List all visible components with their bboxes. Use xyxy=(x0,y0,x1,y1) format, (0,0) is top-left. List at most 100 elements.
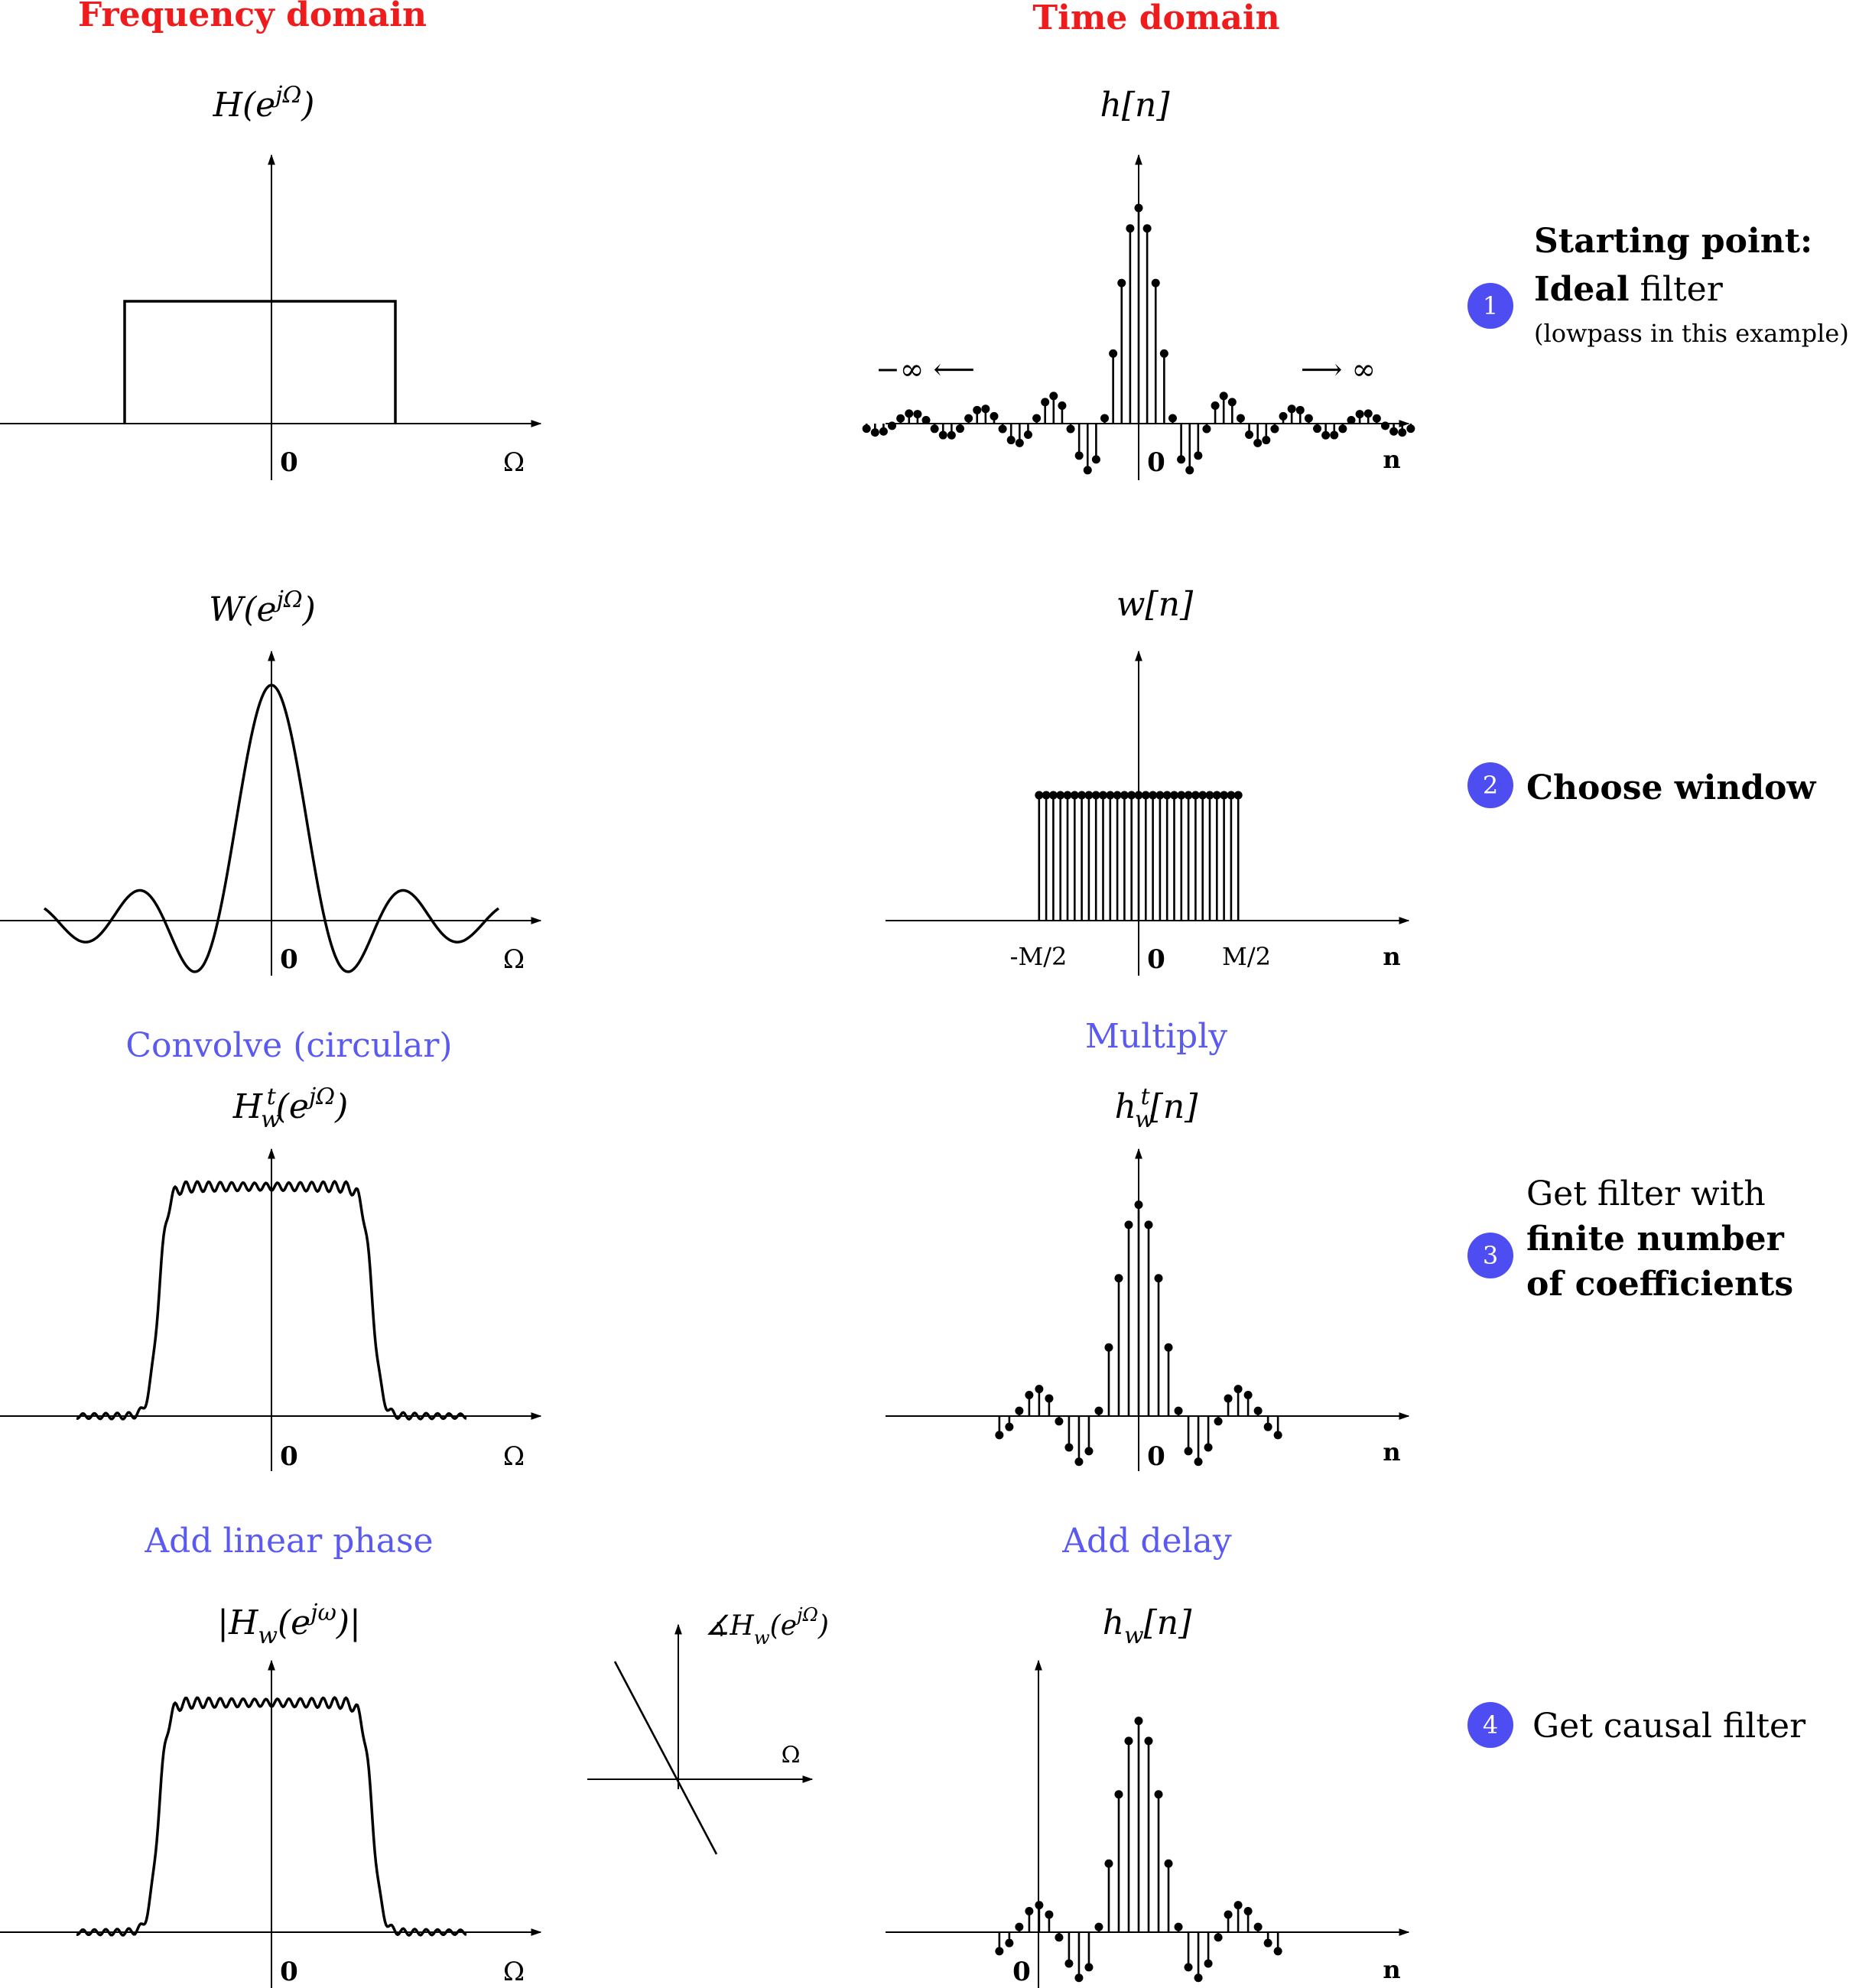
step-1: 1 Starting point: Ideal filter (lowpass in … xyxy=(1467,222,1849,348)
step-text: Choose window xyxy=(1526,768,1816,807)
step-3: 3 Get filter with finite number of coeffici… xyxy=(1467,1174,1793,1304)
step-badge xyxy=(1467,1233,1513,1278)
step-text: Starting point: xyxy=(1534,222,1812,261)
ideal-impulse-stem xyxy=(1091,424,1100,464)
ideal-impulse-stem xyxy=(1023,424,1032,439)
window-sample-stem xyxy=(1162,791,1172,921)
causal-impulse-stem xyxy=(1104,1859,1113,1932)
ideal-impulse-stem xyxy=(1185,424,1194,475)
ideal-impulse-stem xyxy=(1398,424,1407,437)
window-sample-stem xyxy=(1106,791,1115,921)
ideal-impulse-stem xyxy=(981,404,990,424)
truncated-impulse-stem xyxy=(1084,1416,1094,1456)
ideal-impulse-stem xyxy=(1041,398,1050,424)
step-badge xyxy=(1467,1702,1513,1748)
causal-impulse-stem xyxy=(1233,1901,1243,1932)
window-sample-stem xyxy=(1077,791,1087,921)
delay-label: Add delay xyxy=(1061,1522,1232,1561)
ideal-impulse-stem xyxy=(862,424,871,434)
truncated-impulse-stem xyxy=(1253,1406,1263,1416)
minus-half-M-label: -M/2 xyxy=(1010,942,1068,971)
H-title: H(ejΩ) xyxy=(213,82,315,125)
causal-impulse-stem xyxy=(1015,1922,1024,1932)
ideal-impulse-stem xyxy=(1006,424,1016,445)
truncated-impulse-stem xyxy=(1134,1200,1143,1416)
n-label: n xyxy=(1383,1955,1400,1984)
hw-title: hw[n] xyxy=(1103,1603,1192,1649)
Hwt-title: Hwt(ejΩ) xyxy=(232,1083,348,1133)
n-label: n xyxy=(1383,942,1400,971)
ideal-impulse-stem xyxy=(1126,224,1135,424)
truncated-impulse-stem xyxy=(1273,1416,1282,1440)
truncated-impulse-stem xyxy=(1174,1406,1183,1416)
ideal-impulse-stem xyxy=(1227,398,1237,424)
causal-impulse-stem xyxy=(1114,1790,1123,1932)
window-sample-stem xyxy=(1155,791,1165,921)
ideal-impulse-stem xyxy=(990,411,999,424)
ideal-impulse-stem xyxy=(938,424,947,440)
ideal-impulse-stem xyxy=(913,410,922,424)
zero-tick: 0 xyxy=(1147,944,1165,975)
ideal-impulse-stem xyxy=(973,405,982,424)
truncated-impulse-stem xyxy=(1263,1416,1272,1431)
ideal-impulse-stem xyxy=(1194,424,1203,460)
causal-impulse-stem xyxy=(1164,1859,1173,1932)
causal-impulse-stem xyxy=(1154,1790,1163,1932)
ideal-impulse-stem xyxy=(947,424,956,440)
ideal-impulse-stem xyxy=(1202,424,1211,434)
ideal-impulse-stem xyxy=(1279,411,1288,424)
window-sample-stem xyxy=(1113,791,1122,921)
ideal-impulse-stem xyxy=(1363,409,1373,424)
ideal-impulse-stem xyxy=(1389,424,1399,436)
ideal-impulse-stem xyxy=(879,424,888,436)
window-sample-stem xyxy=(1141,791,1150,921)
zero-tick: 0 xyxy=(1012,1957,1031,1987)
step-number: 1 xyxy=(1483,291,1498,320)
truncated-impulse-stem xyxy=(1243,1390,1253,1416)
truncated-impulse-stem xyxy=(1224,1394,1233,1416)
step-text: Get causal filter xyxy=(1532,1707,1806,1746)
window-sample-stem xyxy=(1184,791,1193,921)
window-sample-stem xyxy=(1070,791,1079,921)
truncated-impulse-stem xyxy=(1104,1343,1113,1416)
causal-impulse-stem xyxy=(1134,1717,1143,1932)
n-label: n xyxy=(1383,445,1400,474)
truncated-impulse-stem xyxy=(1114,1274,1123,1416)
causal-impulse-stem xyxy=(1084,1932,1094,1972)
omega-label: Ω xyxy=(503,1957,525,1987)
ideal-impulse-stem xyxy=(1295,405,1305,424)
truncated-impulse-stem xyxy=(1124,1220,1133,1416)
ideal-impulse-stem xyxy=(1211,401,1220,424)
window-sample-stem xyxy=(1063,791,1072,921)
causal-impulse-stem xyxy=(1214,1932,1223,1942)
ideal-impulse-stem xyxy=(1347,416,1356,425)
zero-tick: 0 xyxy=(1147,447,1165,478)
steps: 1 Starting point: Ideal filter (lowpass in … xyxy=(1467,222,1849,1748)
window-sample-stem xyxy=(1177,791,1186,921)
truncated-impulse-stem xyxy=(1164,1343,1173,1416)
truncated-impulse-stem xyxy=(1204,1416,1213,1452)
ideal-impulse-stem xyxy=(896,414,905,424)
frequency-domain-header: Frequency domain xyxy=(78,0,427,34)
zero-tick: 0 xyxy=(280,944,298,975)
truncated-impulse-stem xyxy=(1035,1385,1044,1416)
step-badge xyxy=(1467,283,1513,329)
linear-phase-line xyxy=(613,1661,718,1855)
window-sample-stem xyxy=(1084,791,1094,921)
ideal-lowpass-response xyxy=(123,300,397,424)
window-sample-stem xyxy=(1170,791,1178,921)
Hw-magnitude-title: |Hw(ejω)| xyxy=(217,1600,361,1649)
convolve-label: Convolve (circular) xyxy=(125,1026,452,1065)
step-text: Get filter with xyxy=(1526,1174,1766,1213)
ideal-impulse-stem xyxy=(964,414,973,424)
ideal-impulse-stem xyxy=(1236,414,1245,424)
ideal-impulse-stem xyxy=(930,424,939,434)
truncated-impulse-stem xyxy=(1074,1416,1084,1467)
truncated-impulse-stem xyxy=(995,1416,1004,1440)
ideal-impulse-stem xyxy=(1177,424,1186,464)
ideal-impulse-stem xyxy=(1355,410,1364,424)
causal-impulse-stem xyxy=(1263,1932,1272,1947)
window-sample-stem xyxy=(1035,791,1044,921)
window-sample-stem xyxy=(1149,791,1158,921)
